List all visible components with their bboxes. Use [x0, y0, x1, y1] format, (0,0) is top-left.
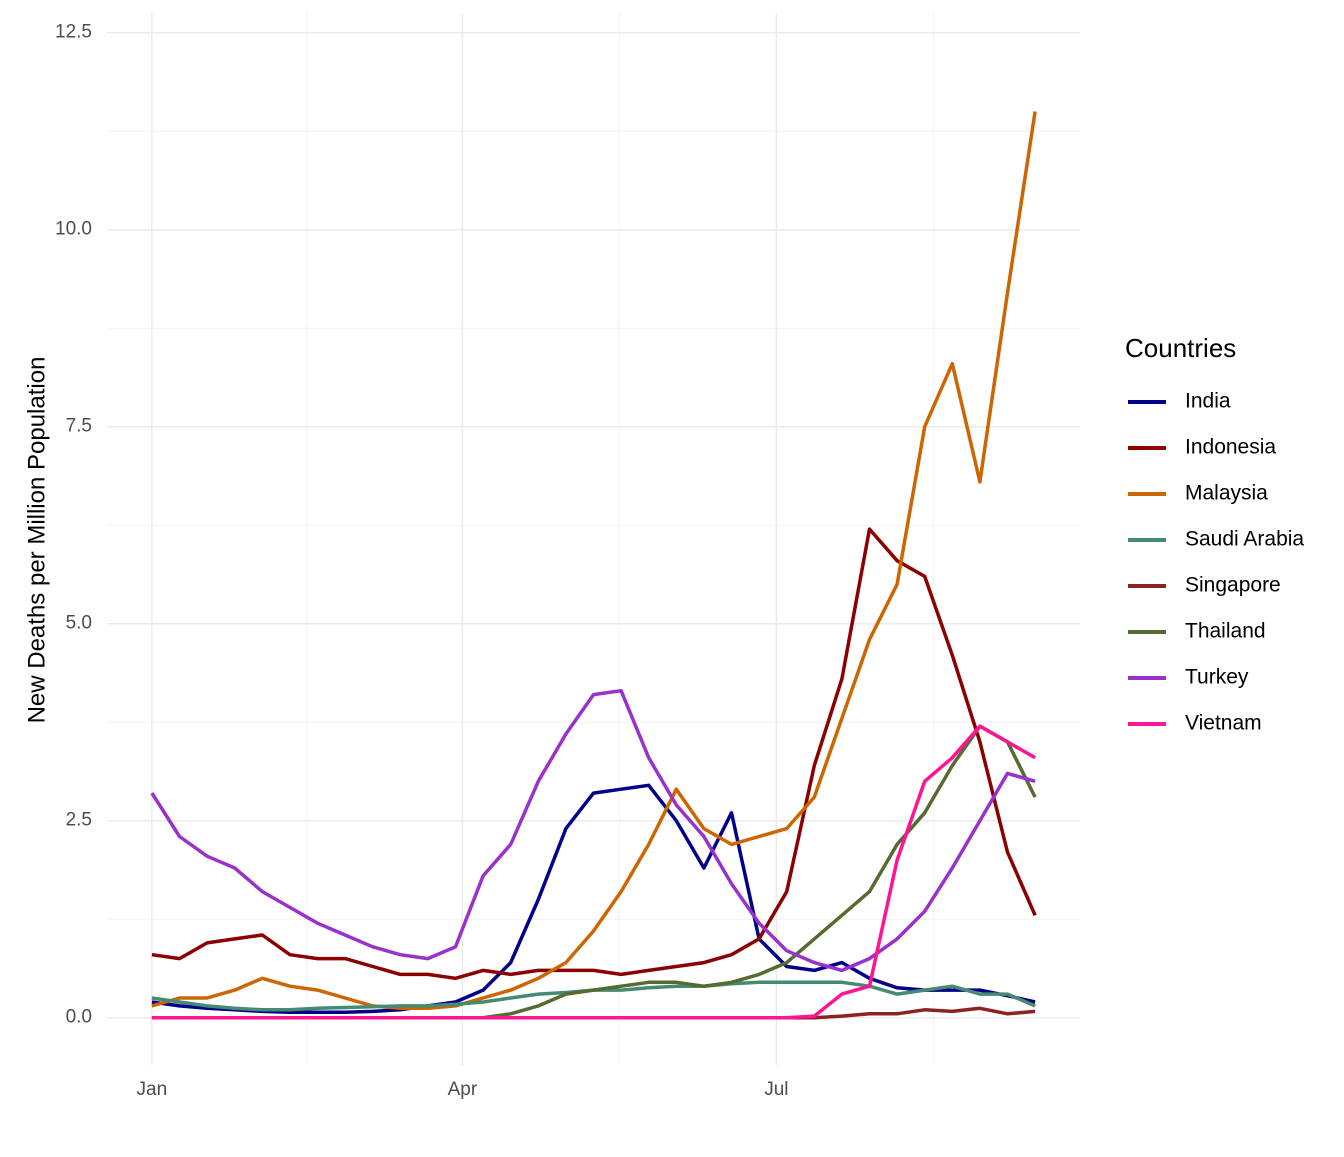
- series-line: [151, 527, 1037, 981]
- y-tick-label: 5.0: [66, 613, 92, 634]
- series-line: [151, 783, 1036, 1014]
- y-tick-label: 7.5: [66, 416, 92, 437]
- legend-label: Saudi Arabia: [1185, 528, 1304, 551]
- legend-title: Countries: [1125, 333, 1236, 363]
- legend-label: India: [1185, 390, 1231, 413]
- series-line: [151, 111, 1037, 1011]
- legend-label: Turkey: [1185, 666, 1249, 689]
- x-tick-label: Jan: [137, 1079, 168, 1100]
- legend-label: Vietnam: [1185, 712, 1262, 735]
- series-line: [150, 688, 1036, 973]
- y-axis-title: New Deaths per Million Population: [23, 357, 50, 724]
- legend-label: Malaysia: [1185, 482, 1268, 505]
- grid: [107, 13, 1080, 1065]
- series-line: [151, 724, 1037, 1020]
- series-line: [151, 724, 1036, 1020]
- legend-label: Thailand: [1185, 620, 1266, 643]
- y-tick-label: 0.0: [66, 1007, 92, 1028]
- legend-label: Singapore: [1185, 574, 1281, 597]
- y-tick-label: 2.5: [66, 810, 92, 831]
- x-tick-label: Apr: [448, 1079, 478, 1100]
- legend-label: Indonesia: [1185, 436, 1276, 459]
- y-tick-label: 10.0: [55, 219, 92, 240]
- x-tick-label: Jul: [764, 1079, 788, 1100]
- y-tick-label: 12.5: [55, 22, 92, 43]
